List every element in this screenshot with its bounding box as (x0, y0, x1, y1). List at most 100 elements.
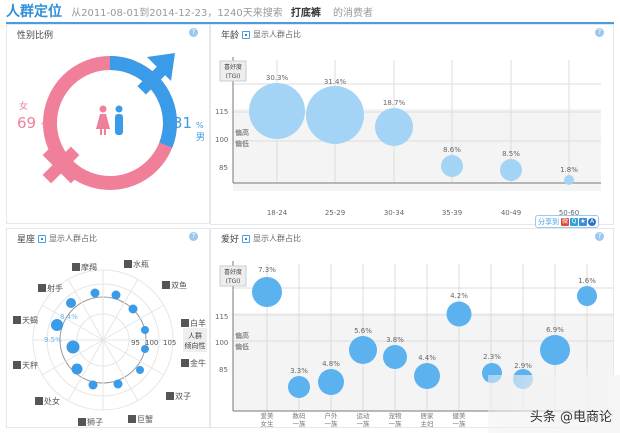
svg-text:一族: 一族 (357, 419, 371, 428)
svg-text:男: 男 (196, 132, 205, 143)
svg-text:100: 100 (145, 339, 158, 347)
svg-text:金牛: 金牛 (190, 358, 206, 368)
svg-text:女: 女 (19, 100, 28, 112)
svg-text:水瓶: 水瓶 (133, 259, 149, 269)
svg-text:2.3%: 2.3% (483, 353, 501, 361)
svg-text:(TGI): (TGI) (226, 278, 241, 285)
svg-text:巨蟹: 巨蟹 (137, 414, 153, 424)
svg-text:6.9%: 6.9% (546, 326, 564, 334)
show-share-checkbox[interactable] (242, 234, 251, 243)
svg-text:天蝎: 天蝎 (22, 315, 38, 325)
help-icon[interactable]: ? (189, 232, 198, 241)
svg-text:一族: 一族 (453, 419, 467, 428)
svg-text:喜好度: 喜好度 (224, 63, 242, 71)
show-share-checkbox[interactable] (38, 234, 47, 243)
svg-text:一族: 一族 (293, 419, 307, 428)
svg-text:女生: 女生 (261, 419, 275, 428)
svg-text:爱美: 爱美 (261, 411, 275, 420)
svg-text:人群: 人群 (188, 331, 202, 340)
svg-text:狮子: 狮子 (87, 418, 103, 427)
svg-text:100: 100 (215, 136, 228, 144)
svg-text:1.8%: 1.8% (560, 166, 578, 174)
show-share-label: 显示人群占比 (49, 234, 98, 243)
help-icon[interactable]: ? (595, 28, 604, 37)
svg-text:18.7%: 18.7% (383, 99, 406, 107)
svg-text:3.3%: 3.3% (290, 367, 308, 375)
gender-panel-title: 性别比例 (17, 31, 54, 41)
svg-text:健美: 健美 (453, 411, 467, 420)
qzone-icon[interactable]: Q (570, 217, 578, 226)
svg-text:摩羯: 摩羯 (81, 262, 97, 272)
svg-text:白羊: 白羊 (190, 318, 206, 328)
subtitle-suffix: 的消费者 (332, 8, 373, 19)
date-range-text: 从2011-08-01到2014-12-23，1240天来搜索 (71, 8, 283, 19)
svg-text:天秤: 天秤 (22, 360, 38, 370)
gender-panel: 性别比例 ? 女 69 % 31 % 男 (6, 24, 210, 224)
svg-text:2.9%: 2.9% (514, 362, 532, 370)
svg-text:30.3%: 30.3% (266, 74, 289, 82)
watermark-text: 头条 @电商论 (529, 410, 612, 425)
watermark-overlay: 头条 @电商论 (488, 375, 620, 433)
svg-text:8.6%: 8.6% (443, 146, 461, 154)
svg-text:40-49: 40-49 (501, 209, 521, 217)
svg-text:运动: 运动 (357, 412, 371, 420)
hobby-panel-title: 爱好 (221, 235, 240, 245)
weibo-icon[interactable]: 微 (561, 217, 569, 226)
gender-donut-chart: 女 69 % 31 % 男 (17, 53, 205, 190)
svg-text:户外: 户外 (325, 411, 339, 420)
share-bar: 分享到 微 Q ★ A (535, 215, 599, 228)
svg-text:31.4%: 31.4% (324, 78, 347, 86)
svg-text:居家: 居家 (421, 411, 435, 420)
svg-text:69: 69 (17, 114, 36, 132)
header-divider (6, 22, 614, 24)
male-figure-icon (115, 105, 123, 135)
age-bubble-chart: 喜好度 (TGI) 115 100 85 偏高 偏低 30.3% 31.4% 1… (215, 57, 601, 217)
svg-text:(TGI): (TGI) (226, 73, 241, 80)
svg-text:8.4%: 8.4% (60, 313, 78, 321)
svg-text:115: 115 (215, 108, 228, 116)
svg-text:95: 95 (131, 339, 140, 347)
svg-text:%: % (41, 121, 49, 130)
svg-text:双鱼: 双鱼 (171, 280, 187, 290)
zodiac-panel-title: 星座 (17, 235, 36, 245)
svg-text:偏高: 偏高 (235, 128, 249, 137)
svg-text:4.2%: 4.2% (450, 292, 468, 300)
zodiac-sign-icons (13, 260, 189, 426)
page-title: 人群定位 (6, 4, 62, 20)
svg-text:倾向性: 倾向性 (185, 341, 206, 350)
svg-text:4.4%: 4.4% (418, 354, 436, 362)
svg-text:85: 85 (219, 366, 228, 374)
hobby-panel: 爱好 显示人群占比 ? 喜好度 (TGI) 115 100 85 偏高 偏低 (210, 228, 614, 428)
svg-text:105: 105 (163, 339, 176, 347)
svg-text:31: 31 (173, 114, 192, 132)
svg-text:85: 85 (219, 164, 228, 172)
help-icon[interactable]: ? (189, 28, 198, 37)
svg-text:25-29: 25-29 (325, 209, 345, 217)
svg-text:射手: 射手 (47, 283, 63, 293)
people-icon[interactable]: A (588, 217, 596, 226)
show-share-checkbox[interactable] (242, 30, 251, 39)
age-panel: 年龄 显示人群占比 ? 喜好度 (TGI) 115 100 85 偏高 偏低 3… (210, 24, 614, 225)
female-figure-icon (96, 105, 110, 135)
svg-text:偏高: 偏高 (235, 331, 249, 340)
page-header: 人群定位 从2011-08-01到2014-12-23，1240天来搜索 打底裤… (0, 0, 620, 22)
svg-text:宠物: 宠物 (389, 411, 403, 420)
svg-text:一族: 一族 (325, 419, 339, 428)
star-icon[interactable]: ★ (579, 217, 587, 226)
svg-text:18-24: 18-24 (267, 209, 288, 217)
svg-text:35-39: 35-39 (442, 209, 462, 217)
svg-text:数码: 数码 (293, 411, 307, 420)
svg-text:9.5%: 9.5% (44, 336, 62, 344)
svg-text:1.6%: 1.6% (578, 277, 596, 285)
svg-text:双子: 双子 (175, 392, 191, 401)
zodiac-radar-chart: 8.4% 9.5% 95 100 105 人群 倾向性 白羊 双鱼 水瓶 摩羯 … (13, 259, 207, 427)
svg-text:处女: 处女 (44, 396, 60, 406)
svg-text:7.3%: 7.3% (258, 266, 276, 274)
help-icon[interactable]: ? (595, 232, 604, 241)
svg-text:4.8%: 4.8% (322, 360, 340, 368)
svg-text:5.6%: 5.6% (354, 327, 372, 335)
show-share-label: 显示人群占比 (253, 234, 302, 243)
svg-text:主妇: 主妇 (421, 419, 434, 428)
svg-text:喜好度: 喜好度 (224, 268, 242, 276)
svg-text:%: % (196, 121, 204, 130)
